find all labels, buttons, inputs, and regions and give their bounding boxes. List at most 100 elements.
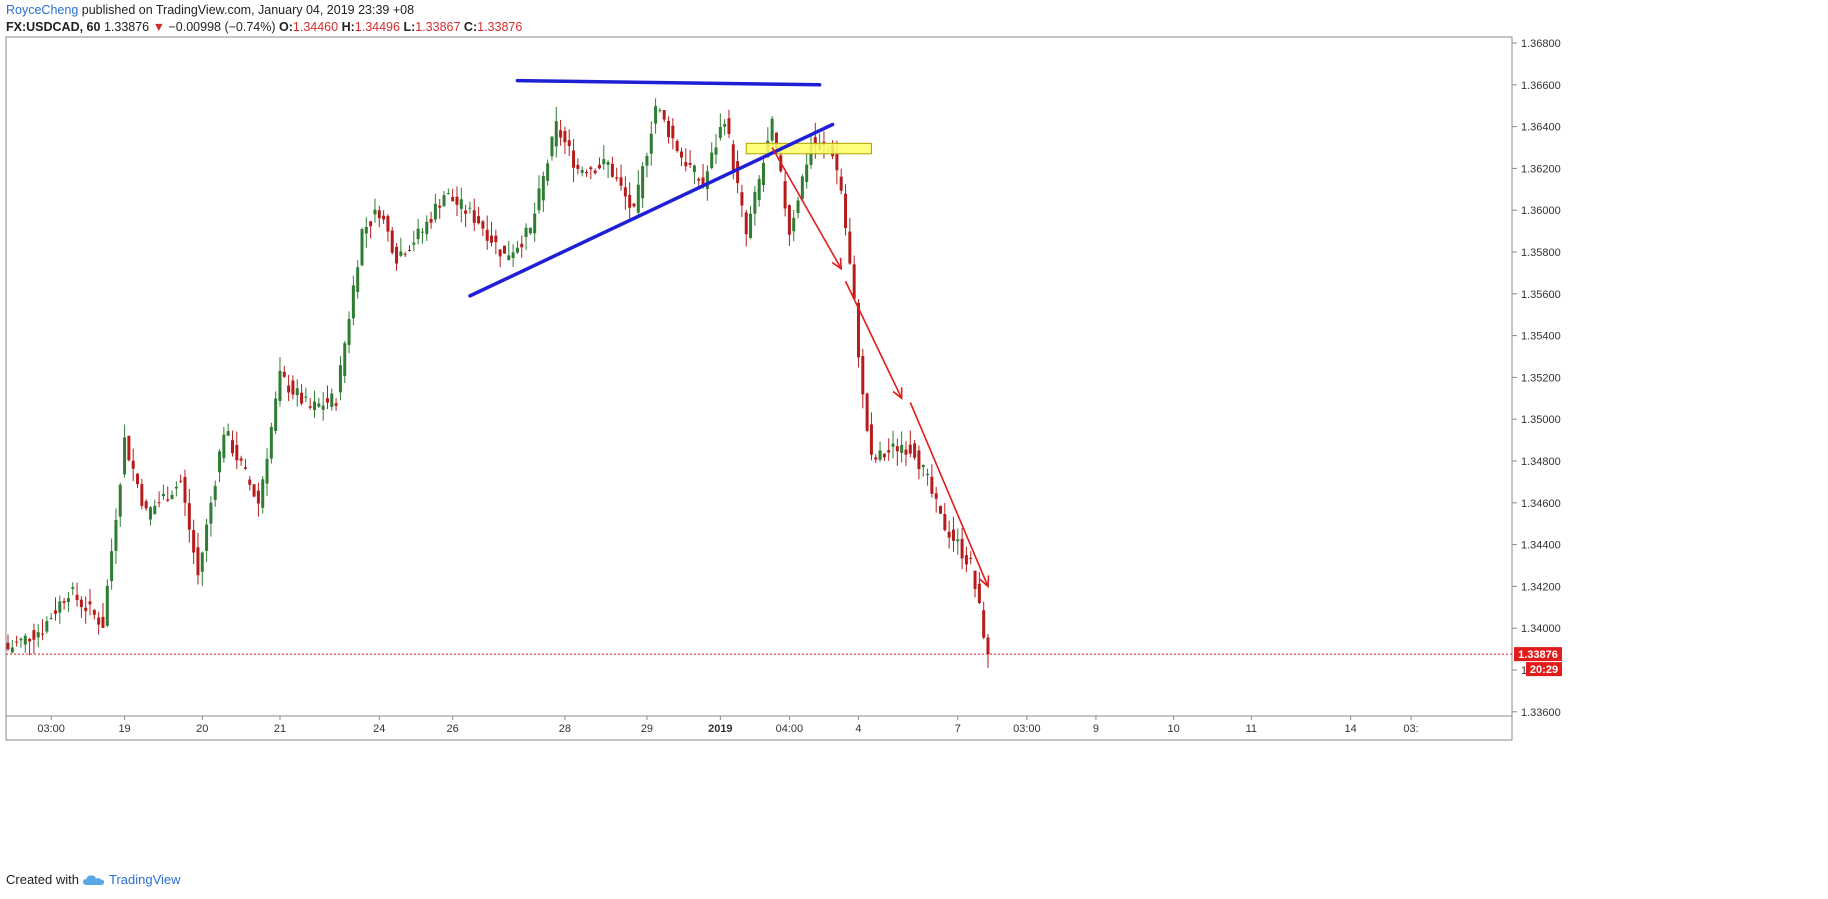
- candle-body: [291, 380, 295, 395]
- candle-body: [265, 458, 269, 484]
- candle-body: [321, 405, 325, 410]
- close-value: 1.33876: [477, 20, 523, 34]
- candle-body: [705, 171, 709, 190]
- candle-body: [325, 398, 329, 403]
- candle-body: [606, 162, 610, 165]
- candle-body: [66, 598, 70, 602]
- candle-body: [157, 502, 161, 504]
- price-change: −0.00998 (−0.74%): [168, 20, 276, 34]
- candle-body: [261, 479, 265, 508]
- candle-body: [632, 203, 636, 207]
- tradingview-cloud-icon: [82, 874, 105, 885]
- candle-body: [576, 164, 580, 169]
- tradingview-link[interactable]: TradingView: [108, 872, 181, 887]
- candle-body: [101, 616, 105, 628]
- candle-body: [205, 524, 209, 551]
- candle-body: [477, 216, 481, 224]
- down-triangle-icon: ▼: [152, 20, 165, 34]
- candle-body: [226, 431, 230, 436]
- candle-body: [118, 484, 122, 517]
- candle-body: [563, 131, 567, 143]
- candle-body: [844, 193, 848, 229]
- candle-body: [494, 235, 498, 243]
- candle-body: [10, 647, 14, 653]
- candle-body: [53, 610, 57, 614]
- candle-body: [658, 110, 662, 112]
- projection-arrow[interactable]: [771, 147, 842, 270]
- x-tick-label: 03:00: [1013, 723, 1041, 735]
- candle-body: [930, 476, 934, 494]
- candle-body: [438, 205, 442, 208]
- candle-body: [593, 170, 597, 174]
- candle-body: [481, 221, 485, 229]
- candle-body: [200, 552, 204, 572]
- x-tick-label: 21: [274, 723, 286, 735]
- candle-body: [572, 150, 576, 168]
- candle-body: [628, 194, 632, 208]
- candle-body: [749, 213, 753, 238]
- projection-arrow[interactable]: [844, 280, 903, 399]
- candle-body: [498, 249, 502, 257]
- candle-body: [127, 435, 131, 461]
- candle-body: [969, 557, 973, 559]
- candle-body: [446, 193, 450, 195]
- symbol-label: FX:USDCAD, 60: [6, 20, 101, 34]
- candle-body: [947, 531, 951, 538]
- candle-body: [701, 177, 705, 187]
- candle-body: [6, 642, 10, 650]
- candle-body: [377, 210, 381, 219]
- candle-body: [723, 124, 727, 127]
- y-tick-label: 1.35000: [1521, 414, 1561, 426]
- x-tick-label: 14: [1345, 723, 1357, 735]
- candle-body: [783, 181, 787, 209]
- candle-body: [252, 484, 256, 497]
- x-tick-label: 10: [1168, 723, 1180, 735]
- high-label: H:: [341, 20, 355, 34]
- candle-body: [295, 388, 299, 396]
- candle-body: [623, 187, 627, 197]
- candle-body: [459, 199, 463, 209]
- candle-body: [597, 164, 601, 169]
- candle-body: [710, 152, 714, 169]
- candle-body: [71, 587, 75, 589]
- candle-body: [455, 196, 459, 205]
- projection-arrow[interactable]: [909, 402, 989, 587]
- candle-body: [684, 162, 688, 167]
- candle-body: [515, 247, 519, 253]
- y-tick-label: 1.34600: [1521, 498, 1561, 510]
- candle-body: [19, 638, 23, 641]
- candle-body: [839, 176, 843, 191]
- candle-body: [641, 166, 645, 199]
- candle-body: [213, 485, 217, 501]
- candle-body: [92, 609, 96, 615]
- candle-body: [179, 480, 183, 482]
- candle-body: [416, 228, 420, 240]
- arrow-head-icon: [979, 575, 990, 589]
- highlight-zone: [745, 142, 872, 155]
- candle-body: [848, 231, 852, 264]
- candle-body: [511, 252, 515, 258]
- candle-body: [23, 635, 27, 645]
- trendline-resistance[interactable]: [515, 78, 822, 87]
- candle-body: [382, 215, 386, 220]
- symbol-info: FX:USDCAD, 60 1.33876 ▼ −0.00998 (−0.74%…: [6, 20, 522, 34]
- author-link[interactable]: RoyceCheng: [6, 3, 79, 17]
- x-tick-label: 9: [1093, 723, 1099, 735]
- candle-body: [714, 147, 718, 155]
- candle-body: [939, 505, 943, 514]
- candle-body: [360, 229, 364, 266]
- x-tick-label: 26: [447, 723, 459, 735]
- candle-body: [282, 371, 286, 377]
- y-tick-label: 1.36400: [1521, 122, 1561, 134]
- candle-body: [222, 434, 226, 459]
- candle-body: [468, 207, 472, 209]
- candle-body: [88, 601, 92, 605]
- candle-body: [770, 118, 774, 141]
- y-tick-label: 1.36200: [1521, 163, 1561, 175]
- candle-body: [110, 551, 114, 582]
- x-tick-label: 04:00: [776, 723, 804, 735]
- candle-body: [161, 493, 165, 497]
- candle-body: [334, 403, 338, 406]
- trendline-support[interactable]: [468, 122, 835, 298]
